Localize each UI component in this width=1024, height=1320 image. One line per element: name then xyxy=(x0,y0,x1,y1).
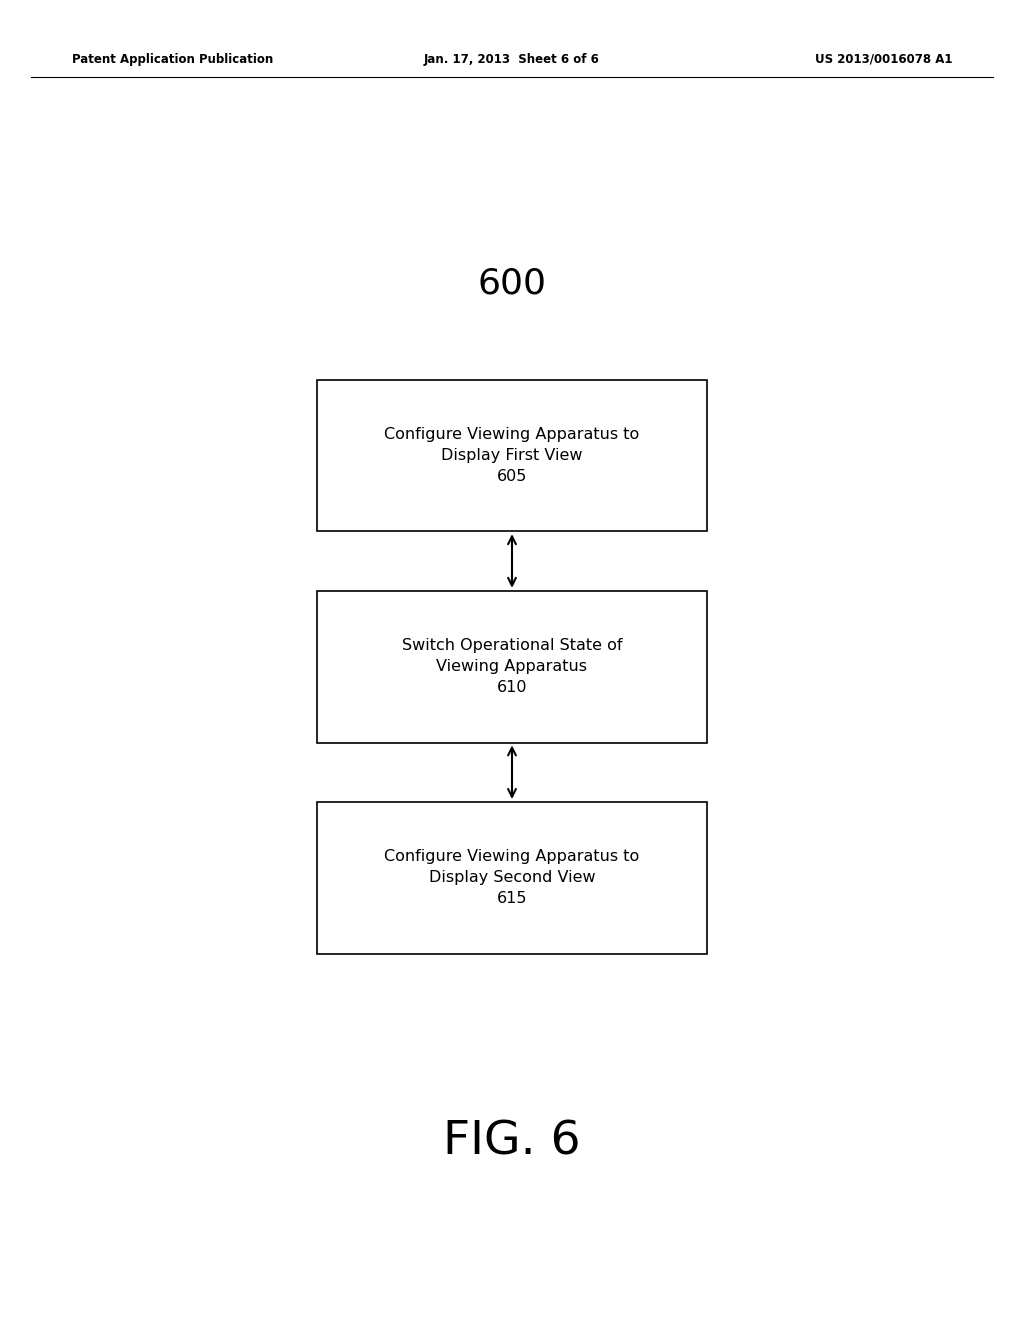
Text: FIG. 6: FIG. 6 xyxy=(443,1119,581,1164)
Bar xyxy=(317,801,707,953)
Bar xyxy=(317,380,707,531)
Text: Patent Application Publication: Patent Application Publication xyxy=(72,53,273,66)
Text: Jan. 17, 2013  Sheet 6 of 6: Jan. 17, 2013 Sheet 6 of 6 xyxy=(424,53,600,66)
Text: Configure Viewing Apparatus to
Display Second View
615: Configure Viewing Apparatus to Display S… xyxy=(384,849,640,907)
Text: US 2013/0016078 A1: US 2013/0016078 A1 xyxy=(815,53,952,66)
Text: Configure Viewing Apparatus to
Display First View
605: Configure Viewing Apparatus to Display F… xyxy=(384,426,640,484)
Text: 600: 600 xyxy=(477,267,547,301)
Text: Switch Operational State of
Viewing Apparatus
610: Switch Operational State of Viewing Appa… xyxy=(401,638,623,696)
Bar xyxy=(317,591,707,742)
